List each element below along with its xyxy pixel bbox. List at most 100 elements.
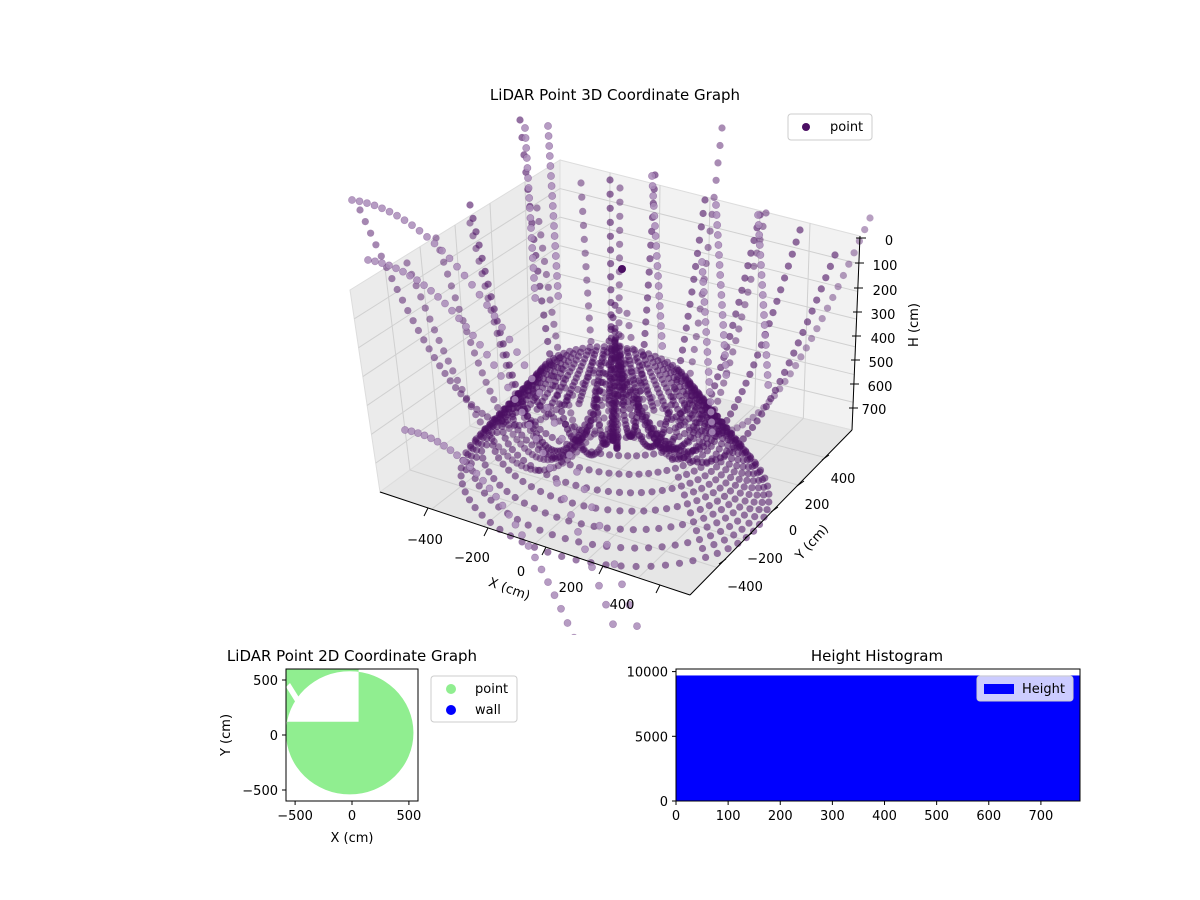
point-3d	[499, 460, 507, 468]
point-3d	[716, 484, 724, 492]
point-3d	[729, 348, 737, 356]
point-3d	[432, 234, 440, 242]
point-3d	[599, 369, 607, 377]
point-3d	[603, 540, 611, 549]
point-3d	[536, 466, 544, 474]
point-3d	[444, 357, 452, 365]
point-3d	[543, 471, 551, 479]
point-3d	[692, 262, 700, 271]
point-3d	[714, 241, 723, 249]
point-3d	[647, 241, 655, 249]
point-3d	[417, 293, 425, 301]
point-3d	[409, 317, 417, 325]
point-3d	[590, 681, 597, 688]
point-3d	[738, 286, 746, 294]
point-3d	[528, 254, 537, 262]
x-tick-label: 0	[517, 565, 525, 580]
legend-box	[976, 675, 1074, 702]
point-3d	[619, 370, 627, 378]
point-3d	[699, 209, 707, 218]
y-tick-label: 400	[831, 472, 856, 487]
point-3d	[595, 521, 604, 530]
point-3d	[555, 354, 564, 362]
point-3d	[690, 345, 698, 354]
point-3d	[587, 451, 596, 459]
point-3d	[371, 257, 379, 266]
point-3d	[763, 361, 771, 369]
point-3d	[551, 252, 560, 260]
y-tick-label-2d: 0	[270, 729, 278, 744]
point-3d	[378, 204, 386, 213]
point-3d	[627, 333, 635, 342]
point-3d	[440, 347, 448, 355]
point-3d	[598, 431, 606, 439]
point-3d	[591, 403, 599, 411]
point-3d	[540, 455, 548, 463]
point-3d	[712, 201, 720, 209]
point-3d	[633, 622, 641, 630]
point-3d	[769, 309, 777, 317]
point-3d	[799, 328, 807, 337]
point-3d	[610, 404, 618, 412]
point-3d	[702, 338, 711, 346]
point-3d	[839, 271, 848, 280]
z-tick-label: 700	[862, 403, 887, 418]
point-3d	[578, 434, 586, 442]
point-3d	[630, 393, 638, 401]
point-3d	[633, 452, 641, 460]
point-3d	[604, 435, 613, 443]
point-3d	[606, 429, 614, 437]
point-3d	[763, 371, 772, 379]
point-3d	[713, 231, 722, 239]
point-3d	[527, 462, 535, 470]
point-3d	[638, 370, 646, 378]
point-3d	[759, 301, 768, 309]
x-tick-label-hist: 100	[716, 809, 741, 824]
point-3d	[536, 454, 544, 463]
point-3d	[673, 503, 681, 511]
point-3d	[612, 405, 620, 413]
point-3d	[616, 641, 623, 648]
point-3d	[695, 536, 704, 544]
point-3d	[458, 385, 466, 394]
point-3d	[580, 235, 588, 243]
point-3d	[724, 545, 732, 553]
point-3d	[511, 472, 519, 480]
point-3d	[604, 506, 612, 514]
point-3d	[699, 288, 708, 296]
point-3d	[756, 466, 765, 474]
point-3d	[722, 432, 730, 440]
point-3d	[781, 368, 789, 376]
x-tick-label: 200	[559, 581, 584, 596]
point-3d	[545, 152, 554, 160]
point-3d	[677, 357, 685, 365]
point-3d	[653, 399, 662, 407]
point-3d	[612, 399, 620, 407]
point-3d	[414, 326, 422, 335]
point-3d	[716, 141, 724, 150]
point-3d	[561, 535, 569, 543]
point-3d	[682, 390, 691, 398]
point-3d	[725, 501, 733, 509]
point-3d	[446, 377, 454, 385]
point-3d	[355, 197, 364, 206]
point-3d	[435, 336, 443, 345]
point-3d	[447, 282, 455, 290]
point-3d	[748, 484, 756, 492]
point-3d	[557, 453, 565, 461]
point-3d	[558, 552, 566, 561]
point-3d	[689, 488, 698, 496]
point-3d	[581, 249, 589, 257]
point-3d	[511, 493, 519, 502]
point-3d	[478, 409, 486, 417]
point-3d	[732, 337, 740, 345]
gridline	[454, 224, 471, 427]
point-3d	[377, 252, 385, 260]
legend-marker-height	[984, 684, 1014, 694]
point-3d	[522, 436, 531, 444]
point-3d	[400, 216, 409, 225]
point-3d	[604, 425, 612, 433]
point-3d	[758, 291, 767, 299]
point-3d	[698, 484, 706, 492]
point-3d	[455, 305, 463, 313]
